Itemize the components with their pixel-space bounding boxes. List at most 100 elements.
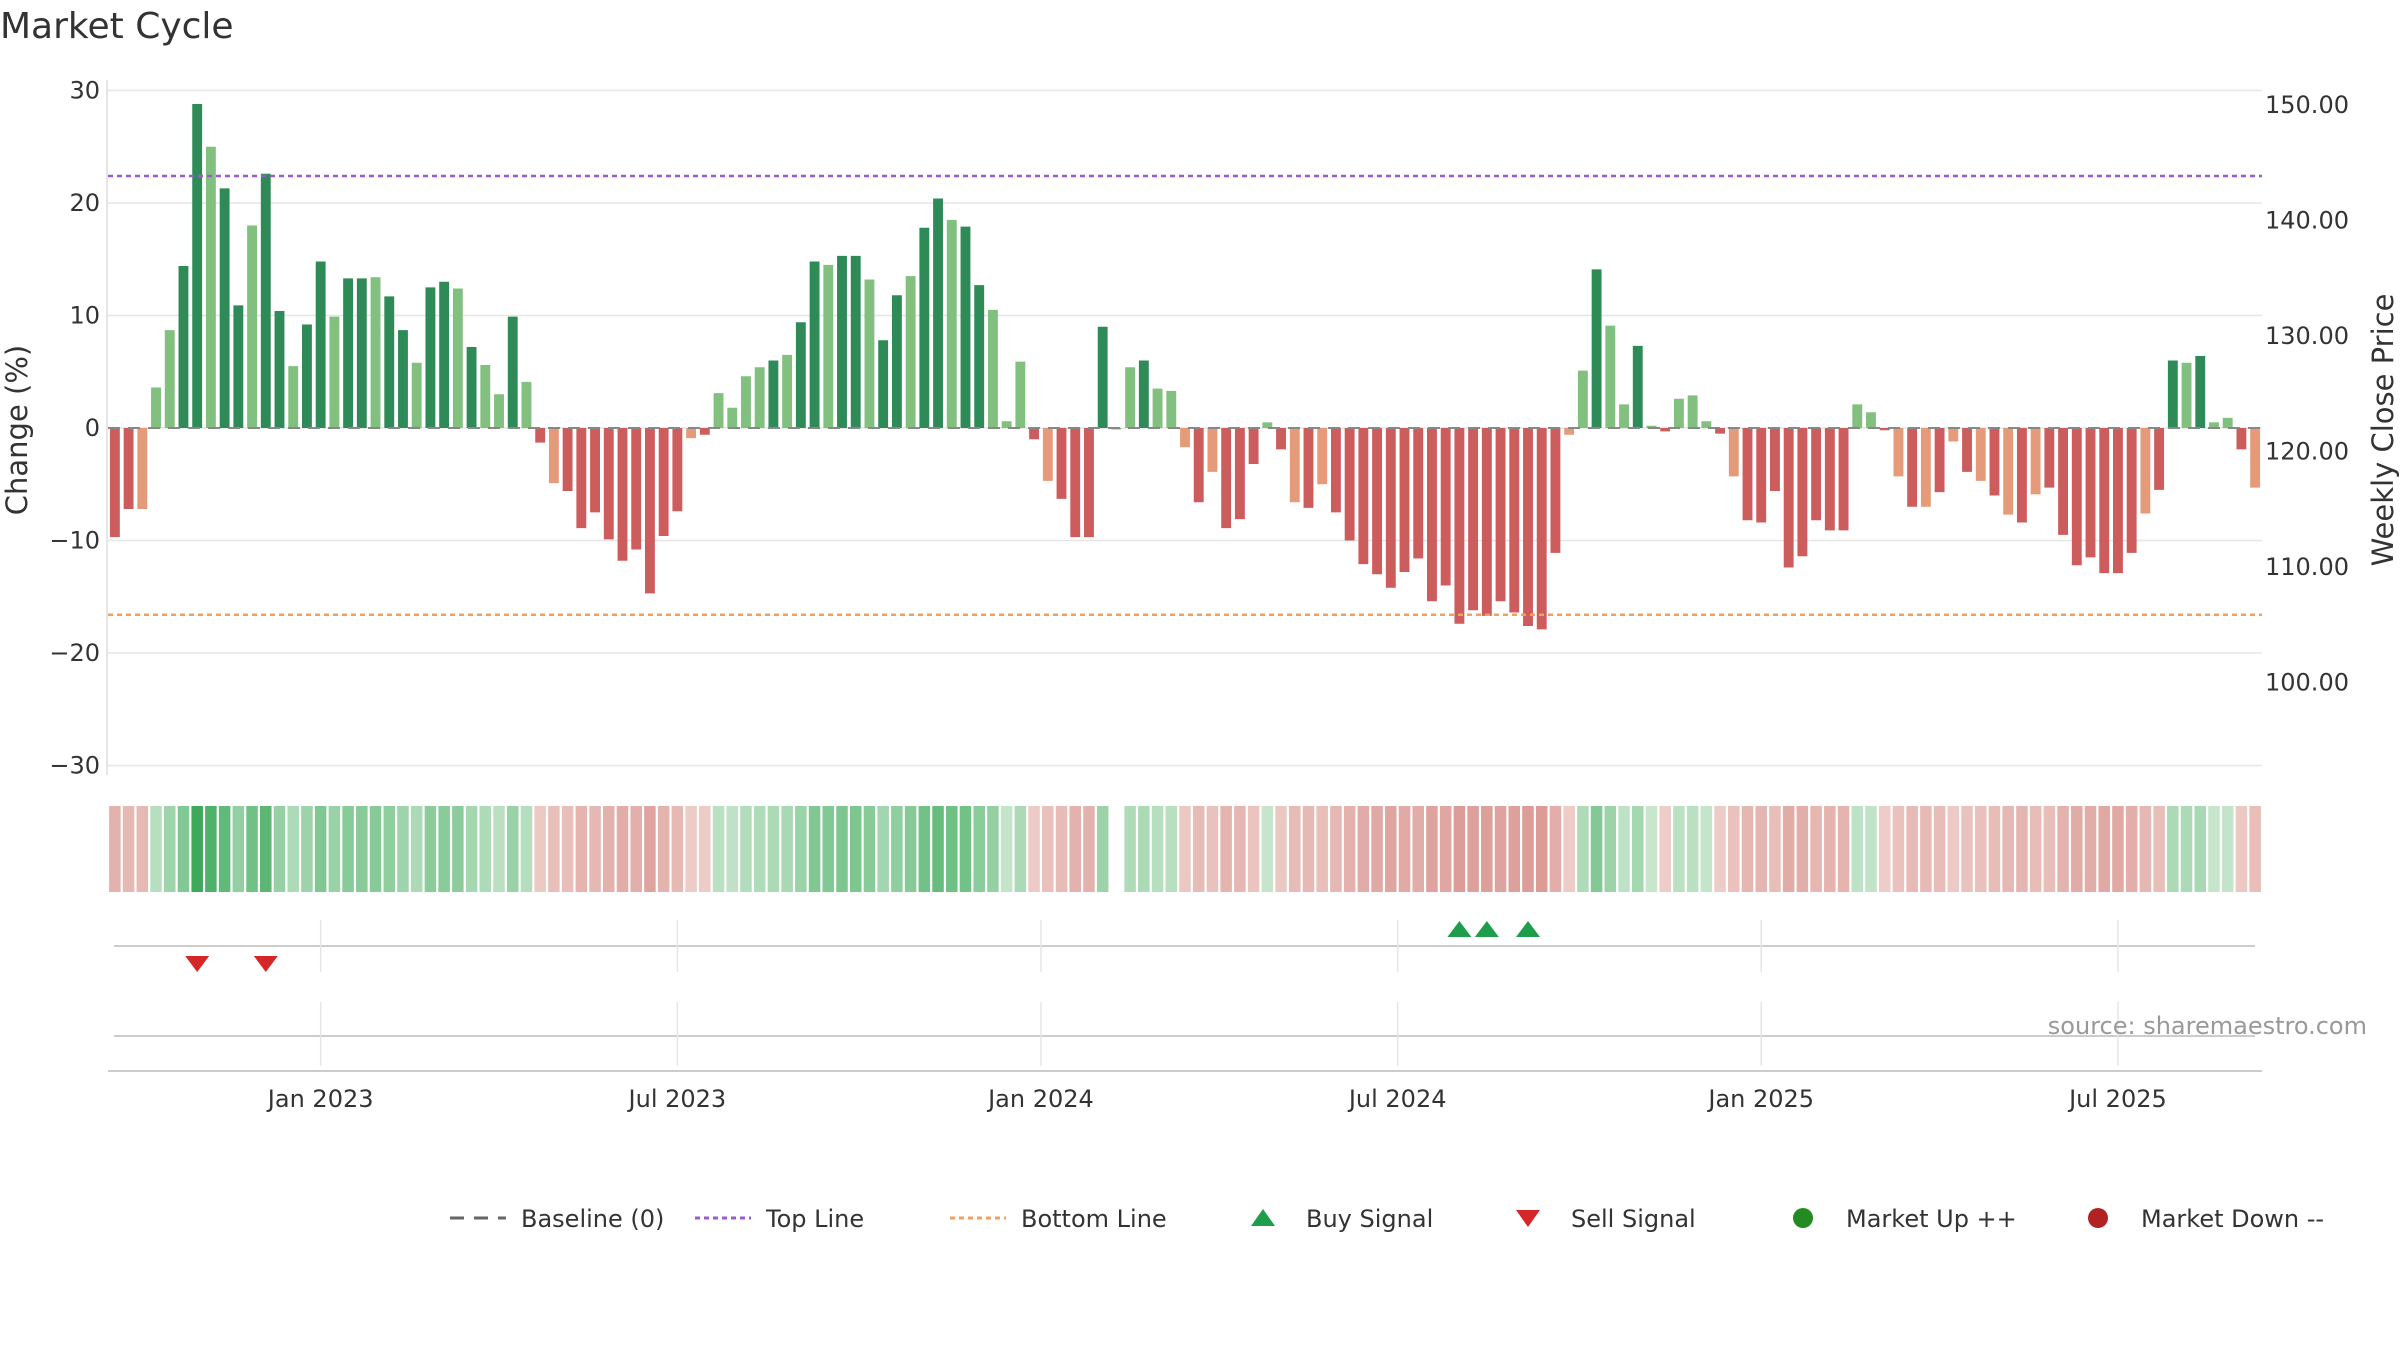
heat-cell xyxy=(1151,806,1164,892)
heat-cell xyxy=(1618,806,1630,892)
heat-cell xyxy=(205,806,217,892)
legend-label: Market Down -- xyxy=(2141,1205,2324,1233)
heat-cell xyxy=(1741,806,1754,892)
heat-cell xyxy=(383,806,396,892)
bar xyxy=(1797,428,1808,557)
heat-cell xyxy=(2002,806,2014,892)
heat-cell xyxy=(1261,806,1274,892)
heat-cell xyxy=(452,806,464,892)
bar xyxy=(1413,428,1424,559)
bar xyxy=(1660,428,1671,432)
heat-cell xyxy=(753,806,766,892)
sell-signal-marker xyxy=(253,956,278,972)
heat-cell xyxy=(191,806,203,892)
bar xyxy=(1248,428,1259,464)
heat-cell xyxy=(520,806,533,892)
y-axis-ticks: 30 20 10 0 −10 −20 −30 xyxy=(49,77,100,780)
bar xyxy=(1317,428,1328,485)
heat-cell xyxy=(891,806,903,892)
bar xyxy=(1509,428,1520,613)
heat-cell xyxy=(1590,806,1603,892)
heat-cell xyxy=(2098,806,2110,892)
bar xyxy=(2140,428,2151,514)
heat-cell xyxy=(1042,806,1054,892)
heat-cell xyxy=(685,806,697,892)
bar xyxy=(2113,428,2123,574)
heat-cell xyxy=(2125,806,2138,892)
heat-cell xyxy=(2194,806,2207,892)
heat-cell xyxy=(630,806,642,892)
heat-cell xyxy=(822,806,835,892)
legend-symbol xyxy=(1516,1210,1540,1227)
heat-cell xyxy=(1906,806,1918,892)
heat-cell xyxy=(2235,806,2248,892)
x-axis-ticks: Jan 2023 Jul 2023 Jan 2024 Jul 2024 Jan 2025… xyxy=(266,1085,2167,1113)
heat-cell xyxy=(1124,806,1136,892)
bar xyxy=(370,277,381,428)
heat-cell xyxy=(1398,806,1411,892)
bar xyxy=(905,276,916,428)
bar xyxy=(1742,428,1753,521)
heat-cell xyxy=(603,806,615,892)
heat-cell xyxy=(1645,806,1658,892)
bar xyxy=(1207,428,1218,472)
legend-item: Market Down -- xyxy=(2088,1205,2324,1233)
heat-cell xyxy=(712,806,725,892)
bar xyxy=(795,322,806,428)
heat-cell xyxy=(479,806,492,892)
heat-cell xyxy=(1604,806,1617,892)
bar xyxy=(466,347,477,428)
market-panel xyxy=(108,1002,2262,1072)
heat-cell xyxy=(2084,806,2097,892)
bar xyxy=(1989,428,2000,496)
heat-cell xyxy=(2249,806,2261,892)
heat-cell xyxy=(369,806,382,892)
heat-cell xyxy=(1453,806,1466,892)
legend-item: Baseline (0) xyxy=(450,1205,664,1233)
bar xyxy=(1591,269,1602,428)
heat-cell xyxy=(1138,806,1150,892)
heat-cell xyxy=(904,806,917,892)
chart-title: Market Cycle xyxy=(0,6,234,47)
bar xyxy=(2030,428,2041,495)
heat-cell xyxy=(2016,806,2028,892)
heat-cell xyxy=(287,806,299,892)
bar xyxy=(1866,412,1876,428)
bar xyxy=(2099,428,2110,574)
bar xyxy=(933,198,943,428)
heat-cell xyxy=(671,806,684,892)
y-axis-title: Change (%) xyxy=(0,345,34,515)
bar xyxy=(1001,421,1012,428)
bar xyxy=(837,255,847,428)
heat-cell xyxy=(1686,806,1699,892)
heat-cell xyxy=(1192,806,1205,892)
heat-cell xyxy=(1000,806,1013,892)
heat-cell xyxy=(644,806,656,892)
y2-tick-label: 120.00 xyxy=(2265,438,2349,466)
heat-cell xyxy=(218,806,231,892)
heat-cell xyxy=(1096,806,1109,892)
y-tick-label: −20 xyxy=(49,639,100,667)
bar xyxy=(1687,395,1698,428)
heat-cell xyxy=(301,806,313,892)
bar xyxy=(631,428,642,550)
bar xyxy=(644,428,655,594)
bar xyxy=(164,330,175,428)
bar xyxy=(1372,428,1383,575)
bar xyxy=(2085,428,2096,558)
bar xyxy=(1934,428,1945,493)
bar xyxy=(1577,370,1588,428)
bar xyxy=(1824,428,1835,531)
heat-cell xyxy=(1631,806,1644,892)
bar xyxy=(1138,360,1149,428)
bar xyxy=(1427,428,1437,602)
heat-cell xyxy=(1412,806,1424,892)
heat-cell xyxy=(465,806,478,892)
bar xyxy=(274,311,285,428)
heat-cell xyxy=(1878,806,1891,892)
heat-cell xyxy=(136,806,149,892)
bar xyxy=(548,428,559,484)
heat-cell xyxy=(328,806,341,892)
heat-cell xyxy=(1069,806,1082,892)
sell-signal-marker xyxy=(185,956,210,972)
